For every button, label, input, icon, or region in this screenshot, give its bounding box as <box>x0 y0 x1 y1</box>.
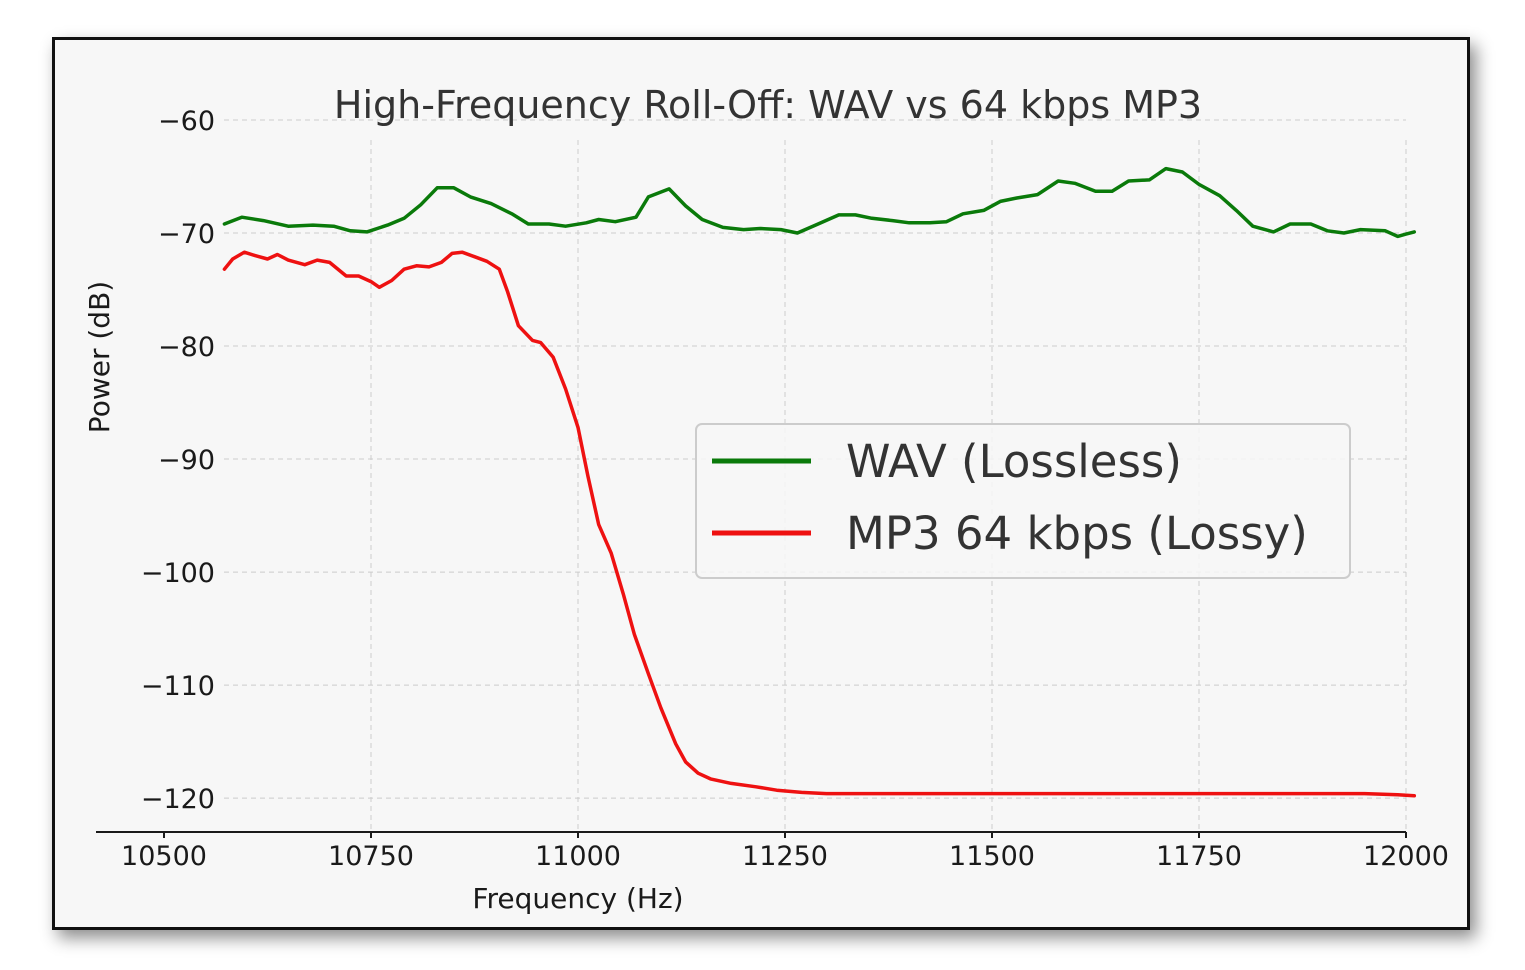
x-axis: 10500 10750 11000 11250 11500 11750 12000 <box>121 832 1449 872</box>
legend-box <box>695 423 1351 579</box>
plot-area <box>222 166 1417 798</box>
x-tick-label: 10500 <box>121 841 207 872</box>
legend-label-wav: WAV (Lossless) <box>846 435 1182 488</box>
x-axis-label: Frequency (Hz) <box>472 882 683 915</box>
y-tick-label: −100 <box>141 558 215 589</box>
x-tick-label: 11500 <box>949 841 1035 872</box>
series-line-wav <box>222 166 1417 239</box>
chart-title: High-Frequency Roll-Off: WAV vs 64 kbps … <box>334 83 1202 127</box>
y-tick-label: −80 <box>158 332 215 363</box>
x-tick-label: 11250 <box>742 841 828 872</box>
y-tick-label: −60 <box>158 106 215 137</box>
legend-label-mp3: MP3 64 kbps (Lossy) <box>846 507 1308 560</box>
series-line-mp3 <box>222 250 1417 798</box>
x-tick-label: 12000 <box>1363 841 1449 872</box>
legend: WAV (Lossless) MP3 64 kbps (Lossy) <box>695 423 1351 579</box>
y-tick-label: −120 <box>141 784 215 815</box>
y-tick-label: −90 <box>158 445 215 476</box>
y-axis: −60 −70 −80 −90 −100 −110 −120 <box>141 106 215 815</box>
y-tick-label: −110 <box>141 671 215 702</box>
y-axis-label: Power (dB) <box>83 281 116 433</box>
x-tick-label: 10750 <box>328 841 414 872</box>
y-tick-label: −70 <box>158 219 215 250</box>
x-tick-label: 11750 <box>1156 841 1242 872</box>
x-tick-label: 11000 <box>535 841 621 872</box>
